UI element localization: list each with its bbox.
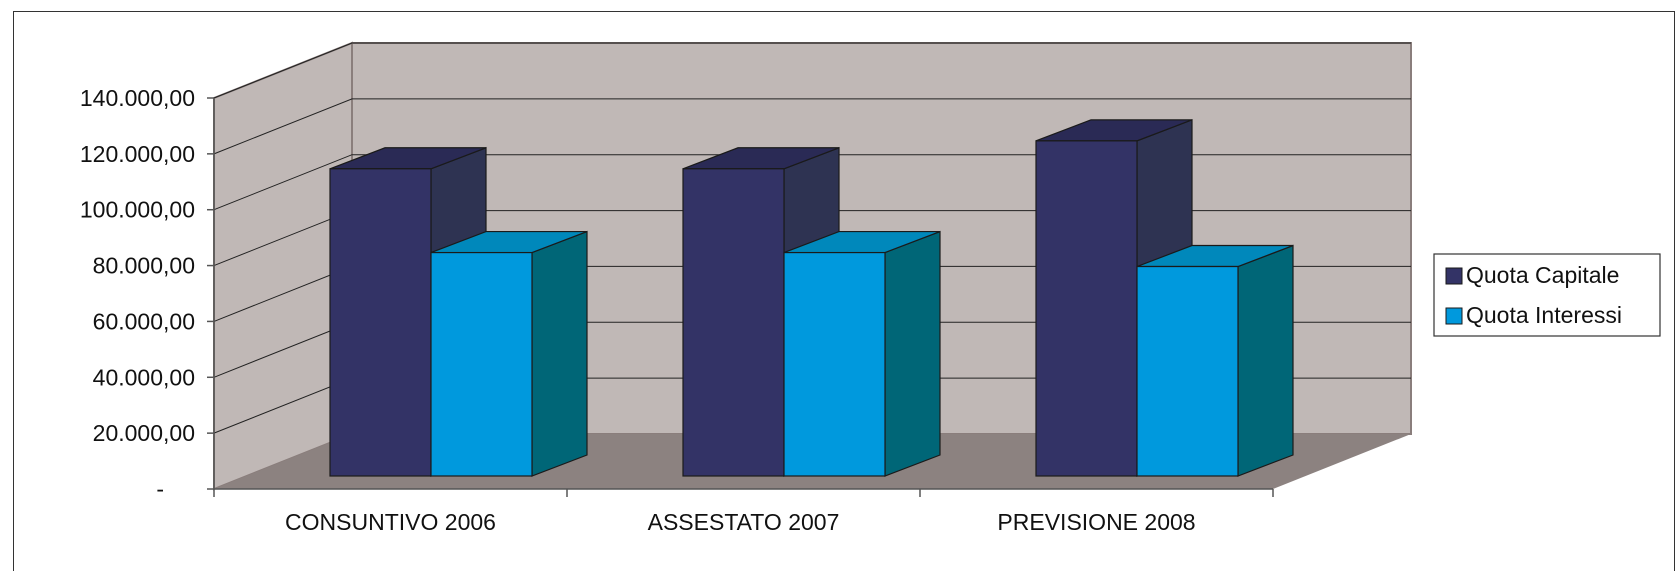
legend-label: Quota Capitale <box>1466 262 1619 288</box>
x-tick-label: PREVISIONE 2008 <box>997 509 1195 535</box>
y-tick-label: 40.000,00 <box>93 364 195 390</box>
legend-label: Quota Interessi <box>1466 302 1622 328</box>
chart-frame <box>13 11 1675 571</box>
y-tick-label: 20.000,00 <box>93 420 195 446</box>
y-tick-label: 120.000,00 <box>80 141 195 167</box>
bar <box>430 251 533 477</box>
bar <box>682 168 785 477</box>
bar <box>1136 265 1239 477</box>
bar <box>1035 140 1138 477</box>
gridline <box>213 42 1411 99</box>
bar-side <box>884 230 941 477</box>
bar-side <box>1237 244 1294 477</box>
bar <box>329 168 432 477</box>
x-tick-label: ASSESTATO 2007 <box>648 509 840 535</box>
y-tick-label: 80.000,00 <box>93 253 195 279</box>
bar <box>783 251 886 477</box>
y-tick-label: - <box>156 476 164 502</box>
gridline <box>213 98 1411 155</box>
y-tick-label: 100.000,00 <box>80 197 195 223</box>
legend-swatch <box>1445 307 1463 325</box>
y-tick-label: 140.000,00 <box>80 85 195 111</box>
y-tick-label: 60.000,00 <box>93 308 195 334</box>
legend-box <box>1433 253 1661 337</box>
legend-swatch <box>1445 267 1463 285</box>
x-tick-label: CONSUNTIVO 2006 <box>285 509 496 535</box>
bar-side <box>531 230 588 477</box>
